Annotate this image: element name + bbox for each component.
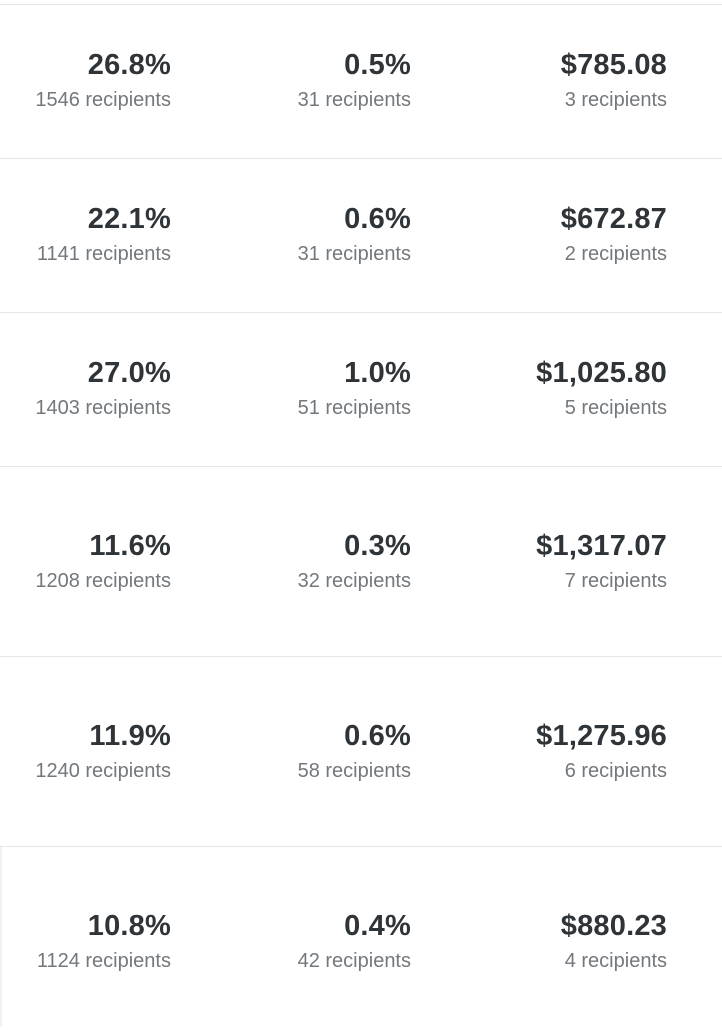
open-recipients-count: 1208 recipients [35,570,171,592]
row-left-border [0,847,2,1027]
click-recipients-count: 31 recipients [297,243,411,265]
open-rate-value: 27.0% [87,357,171,389]
revenue-recipients-count: 4 recipients [564,950,667,972]
open-rate-value: 10.8% [87,910,171,942]
click-rate-cell: 0.6% 58 recipients [298,719,411,783]
open-recipients-count: 1403 recipients [35,397,171,419]
click-rate-value: 0.6% [344,720,411,752]
revenue-cell: $672.87 2 recipients [561,202,667,266]
click-rate-cell: 1.0% 51 recipients [298,356,411,420]
click-rate-value: 1.0% [344,357,411,389]
open-rate-cell: 27.0% 1403 recipients [35,356,171,420]
revenue-cell: $1,025.80 5 recipients [536,356,667,420]
click-rate-cell: 0.6% 31 recipients [298,202,411,266]
table-top-divider [0,4,722,5]
revenue-value: $1,317.07 [536,530,667,562]
revenue-cell: $1,275.96 6 recipients [536,719,667,783]
open-rate-value: 22.1% [87,203,171,235]
revenue-recipients-count: 3 recipients [564,89,667,111]
click-rate-value: 0.5% [344,49,411,81]
open-recipients-count: 1240 recipients [35,760,171,782]
revenue-value: $1,025.80 [536,357,667,389]
click-rate-cell: 0.3% 32 recipients [298,529,411,593]
open-rate-cell: 22.1% 1141 recipients [37,202,171,266]
revenue-cell: $1,317.07 7 recipients [536,529,667,593]
revenue-recipients-count: 6 recipients [564,760,667,782]
table-row[interactable]: 26.8% 1546 recipients 0.5% 31 recipients… [0,5,722,159]
open-recipients-count: 1124 recipients [36,950,171,972]
open-rate-value: 11.6% [89,530,171,562]
table-row[interactable]: 10.8% 1124 recipients 0.4% 42 recipients… [0,847,722,1030]
revenue-recipients-count: 2 recipients [564,243,667,265]
click-rate-cell: 0.5% 31 recipients [298,48,411,112]
table-row[interactable]: 11.6% 1208 recipients 0.3% 32 recipients… [0,467,722,657]
revenue-value: $1,275.96 [536,720,667,752]
table-row[interactable]: 27.0% 1403 recipients 1.0% 51 recipients… [0,313,722,467]
open-rate-cell: 11.9% 1240 recipients [35,719,171,783]
revenue-cell: $880.23 4 recipients [561,909,667,973]
click-rate-cell: 0.4% 42 recipients [298,909,411,973]
revenue-recipients-count: 7 recipients [564,570,667,592]
open-rate-cell: 26.8% 1546 recipients [35,48,171,112]
revenue-cell: $785.08 3 recipients [561,48,667,112]
click-recipients-count: 51 recipients [297,397,411,419]
click-recipients-count: 31 recipients [297,89,411,111]
click-recipients-count: 32 recipients [297,570,411,592]
open-recipients-count: 1546 recipients [35,89,171,111]
open-rate-cell: 11.6% 1208 recipients [35,529,171,593]
open-rate-cell: 10.8% 1124 recipients [37,909,171,973]
revenue-value: $672.87 [560,203,667,235]
click-recipients-count: 42 recipients [297,950,411,972]
click-rate-value: 0.6% [344,203,411,235]
click-rate-value: 0.3% [344,530,411,562]
table-row[interactable]: 11.9% 1240 recipients 0.6% 58 recipients… [0,657,722,847]
table-row[interactable]: 22.1% 1141 recipients 0.6% 31 recipients… [0,159,722,313]
revenue-recipients-count: 5 recipients [564,397,667,419]
revenue-value: $785.08 [560,49,667,81]
click-rate-value: 0.4% [344,910,411,942]
revenue-value: $880.23 [560,910,667,942]
click-recipients-count: 58 recipients [297,760,411,782]
open-recipients-count: 1141 recipients [36,243,171,265]
open-rate-value: 11.9% [89,720,171,752]
open-rate-value: 26.8% [87,49,171,81]
